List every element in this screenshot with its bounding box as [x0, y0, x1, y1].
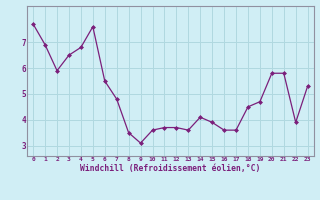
- X-axis label: Windchill (Refroidissement éolien,°C): Windchill (Refroidissement éolien,°C): [80, 164, 260, 173]
